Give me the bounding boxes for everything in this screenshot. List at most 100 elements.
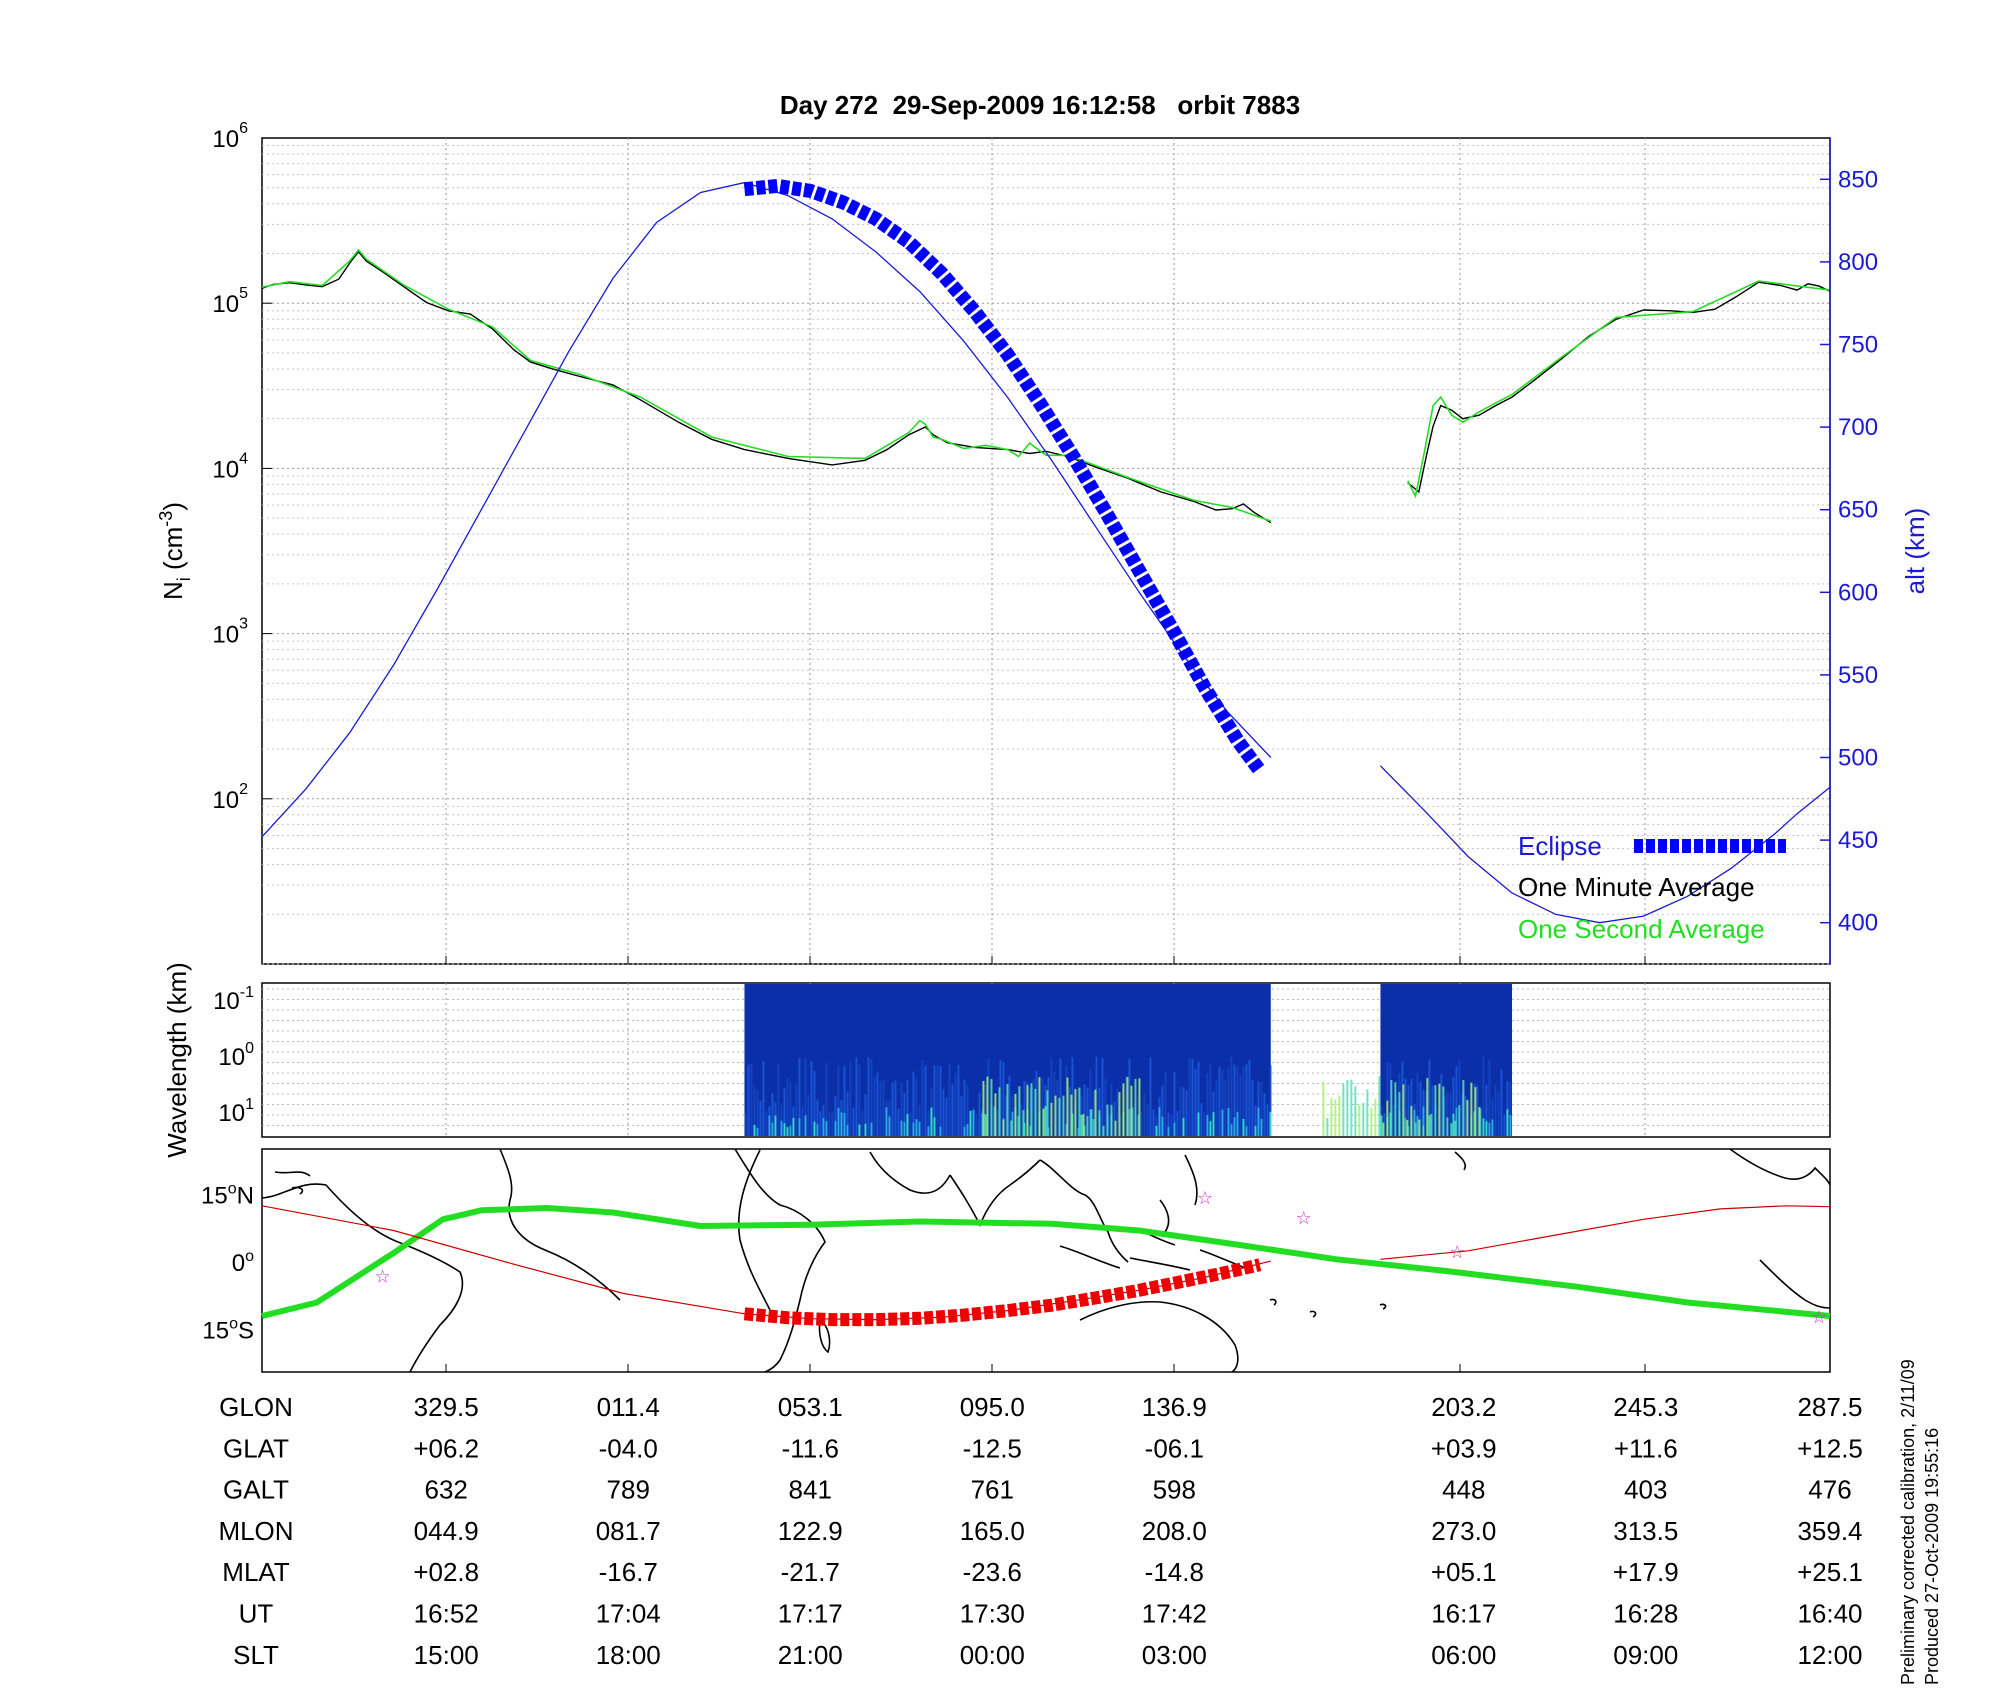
y-tick-label: 101 bbox=[218, 1096, 254, 1127]
spectrogram-highlight bbox=[1509, 1115, 1512, 1136]
spectrogram-highlight bbox=[870, 1122, 873, 1136]
spectrogram-highlight bbox=[1407, 1126, 1410, 1136]
spectrogram-column bbox=[1494, 1084, 1497, 1136]
spectrogram-column bbox=[1206, 1073, 1209, 1136]
y-tick-base: 10 bbox=[212, 456, 239, 483]
coast-greenland-tip bbox=[499, 1148, 621, 1301]
spectrogram-column bbox=[759, 1100, 762, 1136]
spectrogram-column bbox=[816, 1099, 819, 1136]
spectrogram-peak bbox=[1042, 1108, 1045, 1136]
spectrogram-peak bbox=[994, 1093, 997, 1136]
calibration-note: Preliminary corrected calibration, 2/11/… bbox=[1898, 1359, 1918, 1685]
spectrogram-column bbox=[1233, 1064, 1236, 1136]
spectrogram-highlight bbox=[1044, 1106, 1047, 1136]
series-one-second-average bbox=[261, 248, 1272, 522]
spectrogram-highlight bbox=[930, 1107, 933, 1136]
spectrogram-column bbox=[1266, 1104, 1269, 1136]
table-cell: 17:30 bbox=[960, 1599, 1025, 1629]
spectrogram-highlight bbox=[933, 1117, 936, 1136]
spectrogram-peak bbox=[1378, 1076, 1381, 1136]
table-row-label: GLAT bbox=[223, 1433, 289, 1463]
spectrogram-highlight bbox=[1422, 1106, 1425, 1136]
wavelength-grid bbox=[262, 983, 1830, 1137]
spectrogram-column bbox=[1239, 1075, 1242, 1136]
spectrogram-peak bbox=[986, 1076, 989, 1136]
spectrogram-column bbox=[1173, 1071, 1176, 1136]
spectrogram-column bbox=[1476, 1085, 1479, 1136]
spectrogram-highlight bbox=[825, 1121, 828, 1136]
spectrogram-column bbox=[1506, 1081, 1509, 1136]
y-tick-exp: 5 bbox=[239, 285, 248, 302]
spectrogram-column bbox=[960, 1095, 963, 1136]
spectrogram-column bbox=[1146, 1103, 1149, 1136]
spectrogram-column bbox=[1227, 1068, 1230, 1136]
spectrogram-highlight bbox=[1155, 1125, 1158, 1136]
spectrogram-highlight bbox=[822, 1118, 825, 1136]
series-one-minute-average bbox=[1407, 281, 1831, 494]
table-cell: -14.8 bbox=[1145, 1557, 1204, 1587]
table-cell: 081.7 bbox=[596, 1516, 661, 1546]
star-marker: ☆ bbox=[1197, 1188, 1213, 1208]
spectrogram-column bbox=[996, 1109, 999, 1136]
table-cell: 095.0 bbox=[960, 1392, 1025, 1422]
table-cell: 16:28 bbox=[1613, 1599, 1678, 1629]
spectrogram-column bbox=[1032, 1078, 1035, 1136]
spectrogram-column bbox=[1230, 1056, 1233, 1136]
spectrogram-column bbox=[1482, 1056, 1485, 1136]
table-row-label: SLT bbox=[233, 1640, 279, 1670]
spectrogram-column bbox=[1176, 1111, 1179, 1136]
table-cell: 136.9 bbox=[1142, 1392, 1207, 1422]
spectrogram bbox=[744, 984, 1513, 1136]
spectrogram-peak bbox=[1094, 1089, 1097, 1136]
spectrogram-peak bbox=[1330, 1098, 1333, 1136]
spectrogram-peak bbox=[1078, 1087, 1081, 1136]
spectrogram-highlight bbox=[792, 1118, 795, 1136]
spectrogram-peak bbox=[1086, 1116, 1089, 1136]
spectrogram-column bbox=[978, 1092, 981, 1136]
coast-southeast-asia bbox=[1039, 1159, 1129, 1263]
spectrogram-column bbox=[1161, 1085, 1164, 1136]
table-cell: 761 bbox=[971, 1475, 1014, 1505]
spectrogram-column bbox=[1128, 1058, 1131, 1136]
spectrogram-highlight bbox=[1404, 1117, 1407, 1136]
spectrogram-peak bbox=[1070, 1094, 1073, 1136]
spectrogram-peak bbox=[1422, 1125, 1425, 1136]
spectrogram-column bbox=[762, 1060, 765, 1136]
spectrogram-column bbox=[765, 1110, 768, 1136]
spectrogram-column bbox=[939, 1066, 942, 1136]
spectrogram-column bbox=[1083, 1084, 1086, 1136]
spectrogram-column bbox=[1488, 1059, 1491, 1136]
spectrogram-peak bbox=[1122, 1083, 1125, 1136]
spectrogram-peak bbox=[1354, 1086, 1357, 1136]
spectrogram-highlight bbox=[1491, 1119, 1494, 1136]
spectrogram-peak bbox=[1010, 1120, 1013, 1136]
spectrogram-column bbox=[1416, 1072, 1419, 1136]
spectrogram-column bbox=[1191, 1059, 1194, 1136]
spectrogram-column bbox=[1407, 1085, 1410, 1136]
spectrogram-column bbox=[1491, 1097, 1494, 1136]
spectrogram-peak bbox=[1414, 1122, 1417, 1136]
spectrogram-highlight bbox=[1380, 1115, 1383, 1136]
table-cell: 273.0 bbox=[1431, 1516, 1496, 1546]
spectrogram-peak bbox=[1114, 1120, 1117, 1136]
y-tick-exp: 4 bbox=[239, 450, 248, 467]
spectrogram-column bbox=[807, 1094, 810, 1136]
y-tick-exp: 2 bbox=[239, 781, 248, 798]
alt-tick-label: 400 bbox=[1838, 910, 1878, 937]
spectrogram-peak bbox=[1470, 1082, 1473, 1136]
table-cell: -11.6 bbox=[782, 1433, 839, 1463]
table-cell: +05.1 bbox=[1431, 1557, 1497, 1587]
spectrogram-column bbox=[1050, 1058, 1053, 1136]
spectrogram-peak bbox=[1394, 1082, 1397, 1136]
lat-tick-degree-sign: o bbox=[245, 1248, 254, 1265]
spectrogram-highlight bbox=[1269, 1111, 1272, 1136]
spectrogram-column bbox=[873, 1076, 876, 1136]
spectrogram-column bbox=[1008, 1075, 1011, 1136]
table-cell: -06.1 bbox=[1145, 1433, 1204, 1463]
spectrogram-highlight bbox=[1023, 1122, 1026, 1136]
spectrogram-column bbox=[1086, 1087, 1089, 1136]
legend-eclipse-label: Eclipse bbox=[1518, 831, 1602, 861]
spectrogram-column bbox=[903, 1093, 906, 1136]
spectrogram-column bbox=[945, 1097, 948, 1136]
